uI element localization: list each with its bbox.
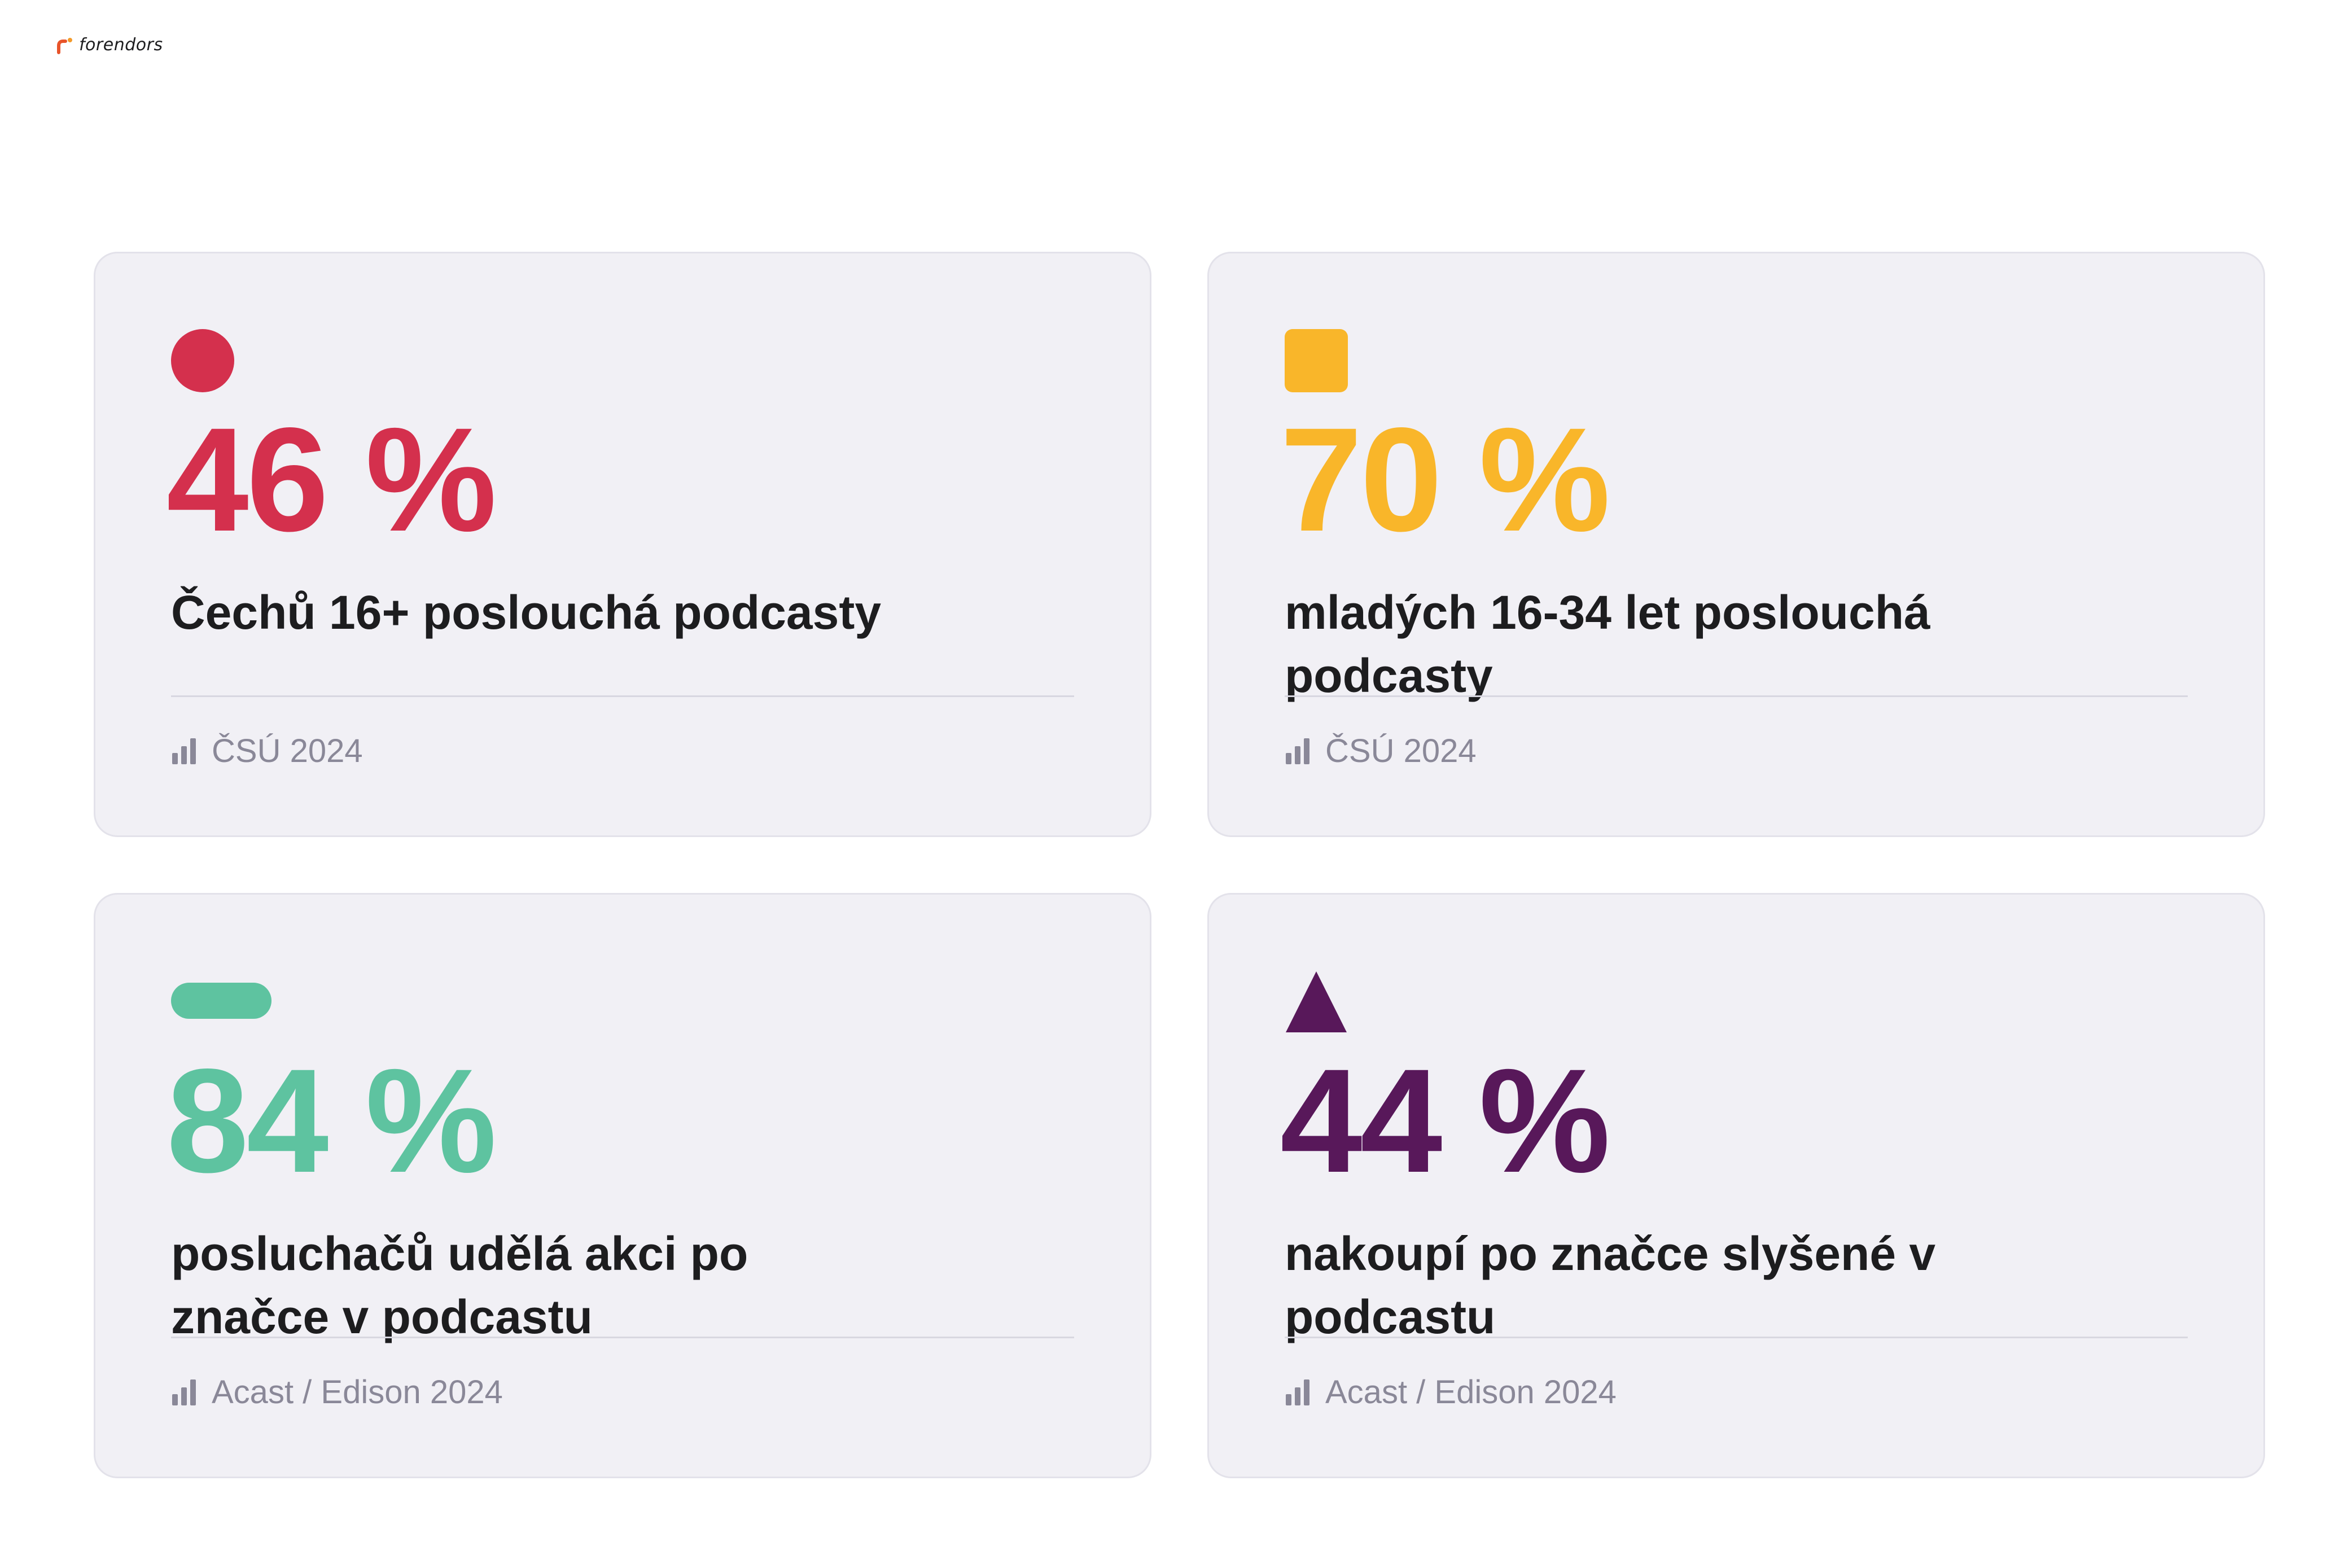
stat-value: 46 %	[167, 397, 497, 562]
stat-card: 44 % nakoupí po značce slyšené v podcast…	[1207, 893, 2265, 1478]
stat-description: mladých 16-34 let poslouchá podcasty	[1285, 586, 1930, 702]
source-label: Acast / Edison 2024	[1325, 1374, 1617, 1411]
stat-source: Acast / Edison 2024	[171, 1373, 503, 1411]
source-label: ČSÚ 2024	[1325, 733, 1477, 769]
bar-chart-icon	[172, 738, 196, 764]
bar-chart-icon	[172, 1379, 196, 1405]
source-label: Acast / Edison 2024	[212, 1374, 503, 1411]
stat-source: ČSÚ 2024	[1285, 732, 1477, 770]
stat-value: 84 %	[167, 1038, 497, 1203]
divider	[1285, 1337, 2188, 1338]
forendors-logo-icon	[57, 37, 72, 54]
bar-chart-icon	[1286, 1379, 1309, 1405]
stat-description: Čechů 16+ poslouchá podcasty	[171, 586, 882, 639]
stat-description: posluchačů udělá akci po značce v podcas…	[171, 1227, 748, 1343]
stat-card: 84 % posluchačů udělá akci po značce v p…	[94, 893, 1151, 1478]
bar-chart-icon	[1286, 738, 1309, 764]
circle-icon	[171, 329, 234, 392]
source-label: ČSÚ 2024	[212, 733, 363, 769]
divider	[171, 1337, 1074, 1338]
triangle-icon	[1286, 971, 1347, 1032]
square-icon	[1285, 329, 1348, 392]
brand-name: forendors	[79, 35, 163, 55]
stat-value: 44 %	[1280, 1038, 1610, 1203]
brand-logo[interactable]: forendors	[55, 35, 163, 55]
stat-source: ČSÚ 2024	[171, 732, 363, 770]
stat-card: 46 % Čechů 16+ poslouchá podcasty ČSÚ 20…	[94, 252, 1151, 837]
stat-source: Acast / Edison 2024	[1285, 1373, 1617, 1411]
divider	[1285, 695, 2188, 697]
stat-value: 70 %	[1280, 397, 1610, 562]
divider	[171, 695, 1074, 697]
stat-card: 70 % mladých 16-34 let poslouchá podcast…	[1207, 252, 2265, 837]
pill-icon	[171, 983, 271, 1019]
stat-description: nakoupí po značce slyšené v podcastu	[1285, 1227, 1936, 1343]
